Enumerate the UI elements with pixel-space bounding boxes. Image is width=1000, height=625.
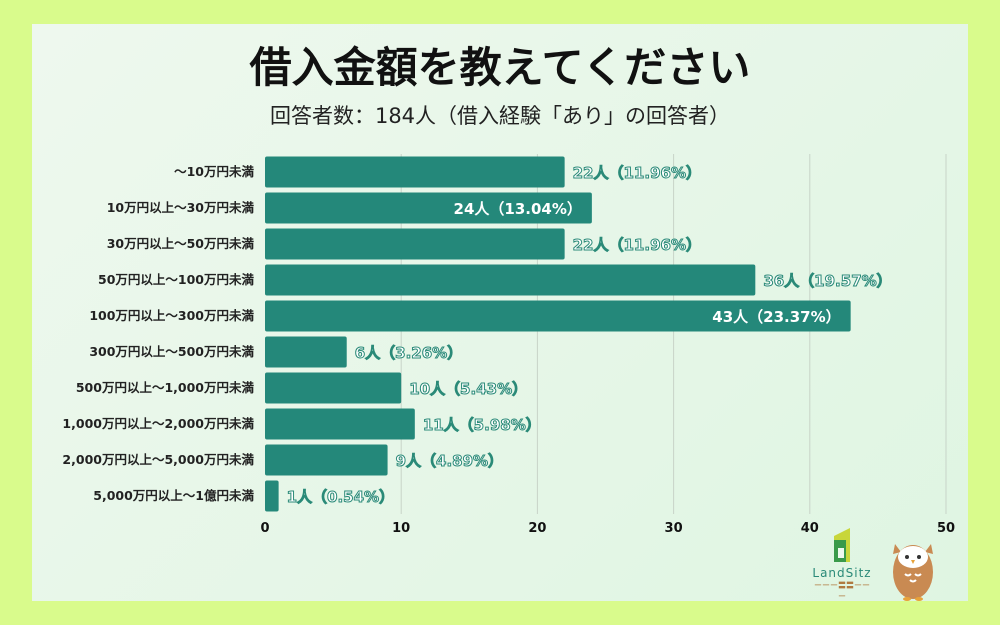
category-label: 5,000万円以上〜1億円未満: [93, 488, 254, 503]
data-label: 9人（4.89%）: [396, 452, 503, 470]
x-tick-label: 10: [392, 521, 410, 536]
category-label: 50万円以上〜100万円未満: [98, 272, 254, 287]
data-label: 11人（5.98%）: [423, 416, 541, 434]
logo-tagline: ーーー〓〓ーーー: [814, 581, 870, 601]
bar: [265, 444, 388, 476]
bar: [265, 264, 756, 296]
data-label: 36人（19.57%）: [763, 272, 891, 290]
x-tick-label: 50: [937, 521, 955, 536]
bar: [265, 372, 402, 404]
category-label: 2,000万円以上〜5,000万円未満: [62, 452, 254, 467]
category-label: 10万円以上〜30万円未満: [107, 200, 255, 215]
bar: [265, 228, 565, 260]
bar: [265, 192, 592, 224]
category-label: 300万円以上〜500万円未満: [89, 344, 254, 359]
data-label: 22人（11.96%）: [573, 236, 701, 254]
house-logo-icon: [834, 528, 850, 562]
bar: [265, 336, 347, 368]
x-tick-label: 40: [801, 521, 819, 536]
bar: [265, 300, 851, 332]
x-tick-label: 0: [260, 521, 269, 536]
category-label: 500万円以上〜1,000万円未満: [76, 380, 255, 395]
data-label: 22人（11.96%）: [573, 164, 701, 182]
bar: [265, 480, 279, 512]
category-label: 〜10万円未満: [174, 164, 254, 179]
data-label: 1人（0.54%）: [287, 488, 394, 506]
data-label: 43人（23.37%）: [712, 308, 840, 326]
landsitz-logo: LandSitz ーーー〓〓ーーー: [812, 528, 872, 602]
bar: [265, 408, 415, 440]
data-label: 10人（5.43%）: [409, 380, 527, 398]
x-tick-label: 20: [528, 521, 546, 536]
x-tick-label: 30: [665, 521, 683, 536]
logo-text: LandSitz: [812, 566, 872, 580]
category-label: 100万円以上〜300万円未満: [89, 308, 254, 323]
chart-title: 借入金額を教えてください: [249, 43, 751, 92]
data-label: 24人（13.04%）: [454, 200, 582, 218]
category-label: 30万円以上〜50万円未満: [107, 236, 255, 251]
bar: [265, 156, 565, 188]
chart-subtitle: 回答者数：184人（借入経験「あり」の回答者）: [269, 104, 731, 128]
owl-mascot-icon: [893, 544, 933, 601]
category-label: 1,000万円以上〜2,000万円未満: [62, 416, 254, 431]
data-label: 6人（3.26%）: [355, 344, 462, 362]
